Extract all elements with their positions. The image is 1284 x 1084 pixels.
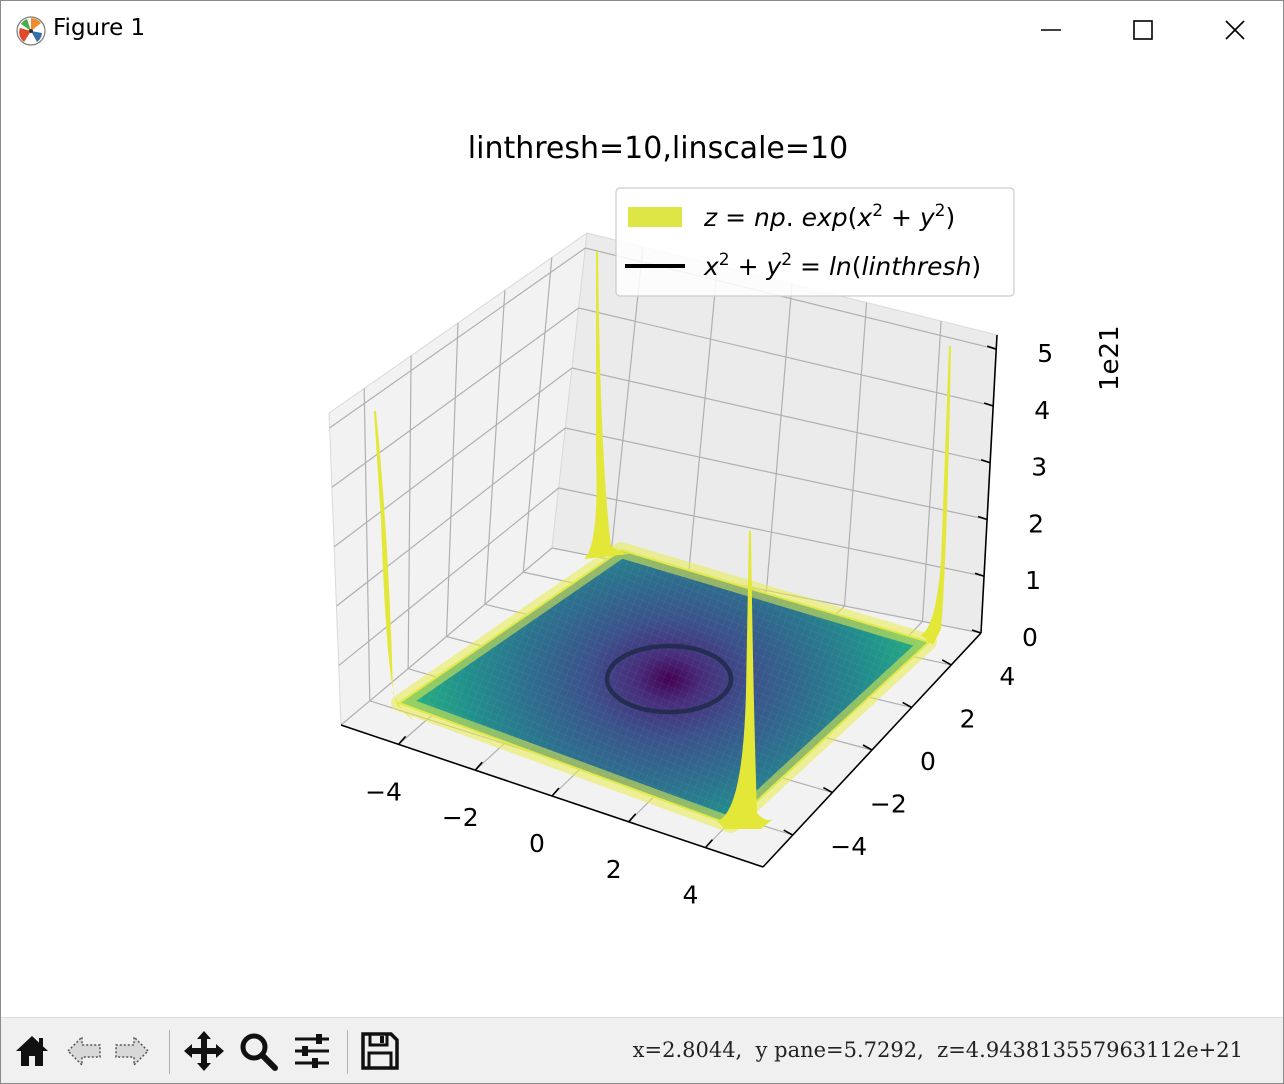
matplotlib-logo-icon: [16, 16, 46, 46]
surface-spike: [717, 531, 773, 829]
z-tick: [974, 572, 985, 577]
y-tick-label: 0: [920, 747, 936, 776]
z-tick: [971, 629, 982, 634]
x-tick: [551, 787, 560, 797]
legend-box: [615, 187, 1015, 297]
save-button[interactable]: [357, 1028, 403, 1074]
z-tick-label: 5: [1037, 339, 1053, 368]
toolbar-separator: [169, 1030, 170, 1074]
zoom-icon: [240, 1033, 278, 1071]
x-tick: [474, 761, 483, 771]
close-button[interactable]: [1189, 1, 1281, 59]
close-icon: [1225, 20, 1245, 40]
axis-ticks: [397, 345, 997, 849]
z-tick-label: 0: [1022, 623, 1038, 652]
z-offset-label: 1e21: [1095, 325, 1125, 391]
home-icon: [16, 1036, 48, 1066]
minimize-button[interactable]: [1005, 1, 1097, 59]
legend[interactable]: z = np. exp(x2 + y2) x2 + y2 = ln(linthr…: [615, 187, 1015, 297]
coordinate-readout: x=2.8044, y pane=5.7292, z=4.94381355796…: [632, 1038, 1243, 1062]
surface-spike: [921, 346, 951, 645]
contour-circle: [604, 643, 734, 715]
x-tick-label: −2: [442, 803, 479, 832]
toolbar-separator: [347, 1030, 348, 1074]
z-tick: [983, 402, 994, 407]
x-tick-label: 2: [606, 855, 622, 884]
back-icon: [66, 1035, 101, 1067]
maximize-icon: [1133, 20, 1153, 40]
back-button[interactable]: [61, 1028, 107, 1074]
x-tick-label: −4: [365, 777, 402, 806]
zoom-button[interactable]: [235, 1028, 281, 1074]
x-tick: [628, 813, 637, 823]
minimize-icon: [1041, 29, 1061, 31]
y-tick-label: 4: [999, 662, 1015, 691]
forward-button[interactable]: [109, 1028, 155, 1074]
forward-icon: [115, 1035, 150, 1067]
x-tick: [397, 735, 407, 745]
x-tick-label: 0: [529, 829, 545, 858]
maximize-button[interactable]: [1097, 1, 1189, 59]
y-tick: [941, 659, 952, 666]
z-tick: [977, 515, 988, 521]
pan-icon: [184, 1031, 224, 1071]
navigation-toolbar: x=2.8044, y pane=5.7292, z=4.94381355796…: [1, 1017, 1283, 1083]
z-tick-label: 4: [1034, 396, 1050, 425]
save-icon: [361, 1032, 399, 1070]
configure-subplots-button[interactable]: [289, 1028, 335, 1074]
home-button[interactable]: [9, 1028, 55, 1074]
y-tick-label: 2: [960, 704, 976, 733]
z-tick: [986, 345, 997, 350]
surface[interactable]: [374, 251, 951, 833]
window-title: Figure 1: [53, 15, 146, 41]
legend-surface-swatch: [628, 207, 682, 227]
configure-subplots-icon: [295, 1034, 329, 1068]
y-tick: [902, 701, 913, 709]
title-bar[interactable]: Figure 1: [1, 1, 1283, 59]
x-tick-label: 4: [683, 881, 699, 910]
y-tick: [862, 744, 873, 751]
y-tick: [783, 829, 794, 836]
pan-button[interactable]: [181, 1028, 227, 1074]
z-tick-label: 1: [1025, 566, 1041, 595]
z-tick-label: 2: [1028, 509, 1044, 538]
surface-spike: [374, 411, 415, 721]
y-tick-label: −4: [830, 832, 867, 861]
plot-title: linthresh=10,linscale=10: [468, 131, 848, 166]
x-tick: [704, 839, 714, 849]
z-tick-label: 3: [1031, 453, 1047, 482]
z-tick: [980, 458, 991, 464]
y-tick-label: −2: [870, 790, 907, 819]
legend-contour-label: x2 + y2 = ln(linthresh): [703, 250, 981, 281]
figure-canvas[interactable]: −4 −2 0 2 4 −4 −2 0 2 4 0 1 2 3 4 5 linthresh=10,linsca…: [1, 59, 1283, 1017]
legend-surface-label: z = np. exp(x2 + y2): [703, 201, 955, 232]
y-tick: [822, 786, 833, 794]
